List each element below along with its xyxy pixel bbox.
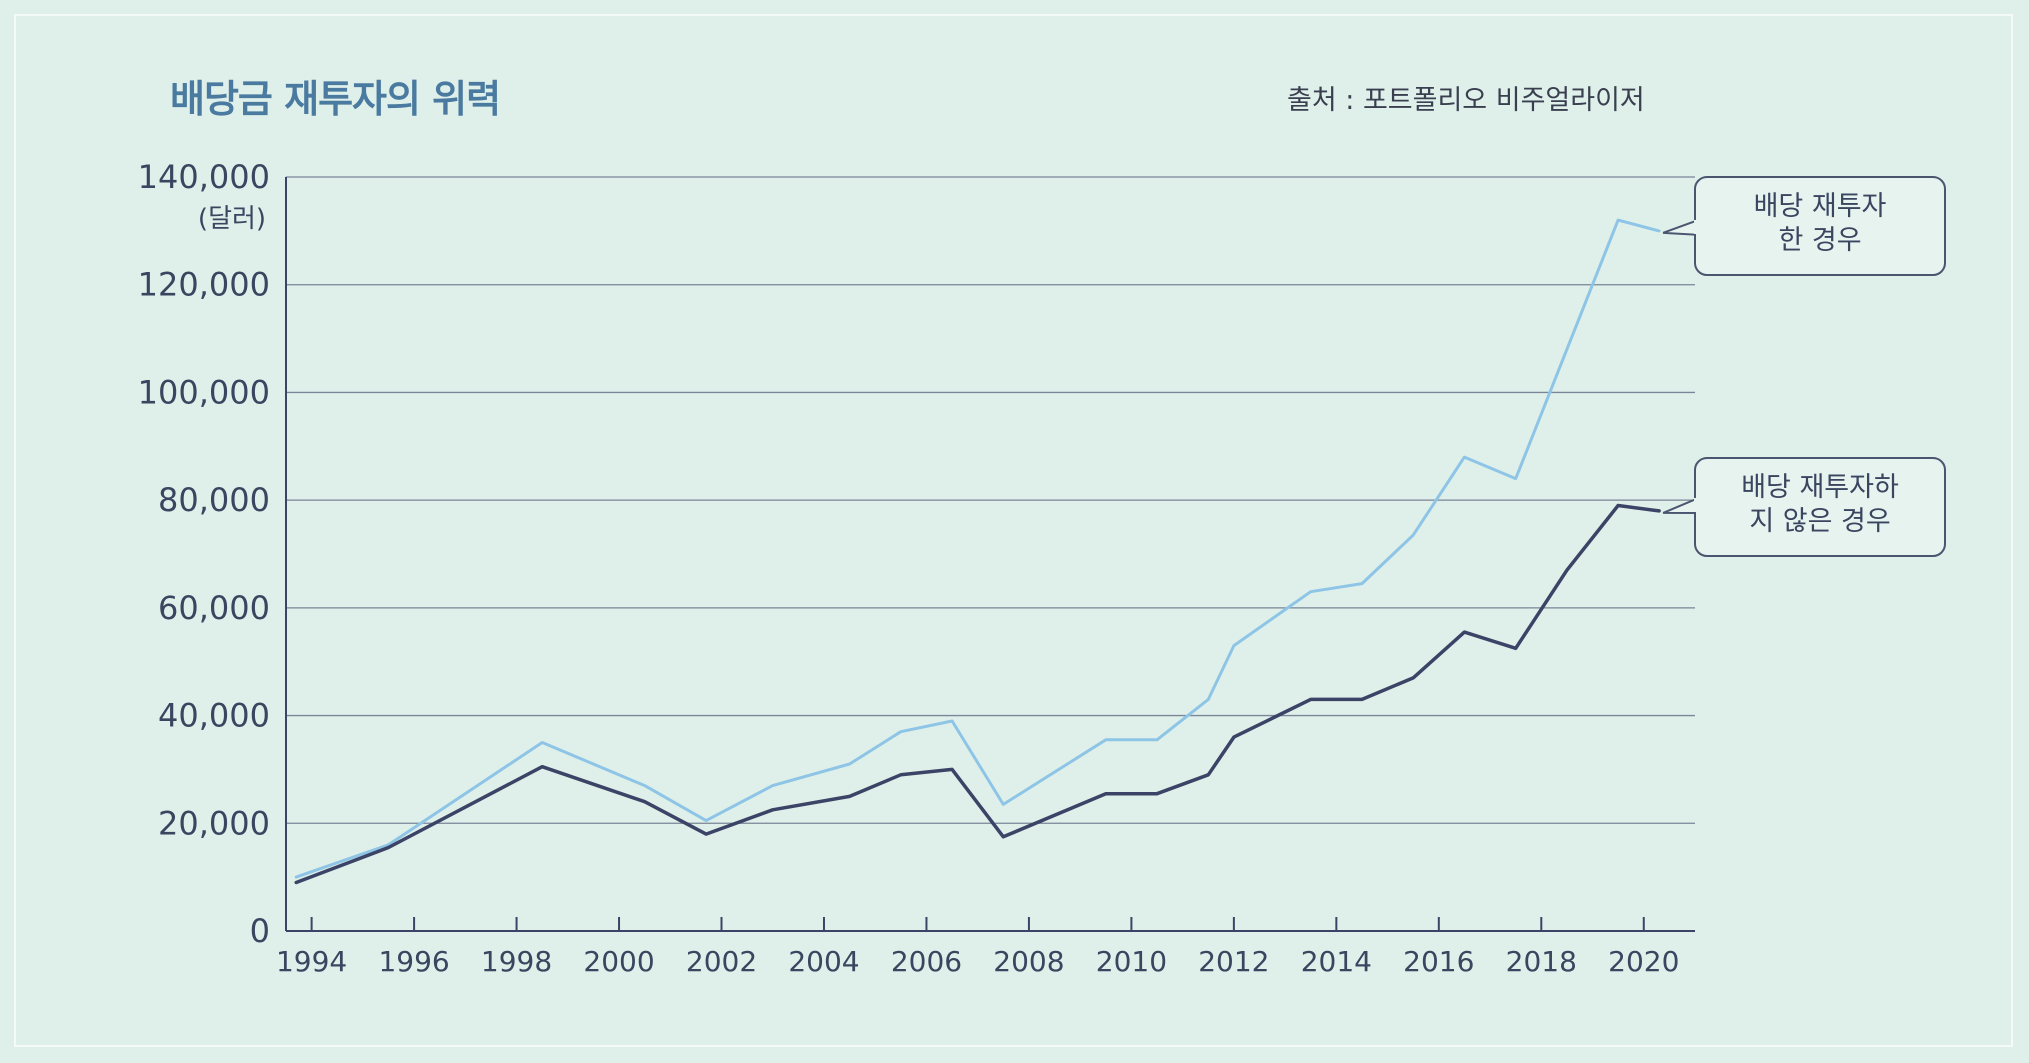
y-tick-label: 100,000 <box>138 373 270 411</box>
y-tick-label: 60,000 <box>158 589 270 627</box>
gridlines <box>286 176 1695 824</box>
x-tick-label: 2010 <box>1096 945 1167 978</box>
y-tick-label: 40,000 <box>158 697 270 735</box>
callout-joint <box>1694 498 1698 512</box>
legend-entry-line: 배당 재투자하 <box>1741 472 1899 503</box>
y-tick-label: 120,000 <box>138 266 270 304</box>
x-tick-labels: 1994 1996 1998 2000 2002 2004 2006 2008 2010 2012… <box>276 945 1679 978</box>
x-tick-label: 2000 <box>583 945 654 978</box>
legend-entry-line: 지 않은 경우 <box>1749 506 1890 537</box>
x-tick-label: 2016 <box>1403 945 1474 978</box>
x-tick-label: 2020 <box>1608 945 1679 978</box>
y-tick-label: 140,000 <box>138 158 270 196</box>
y-tick-label: 20,000 <box>158 804 270 842</box>
chart-frame <box>14 14 2013 1047</box>
legend-entry-line: 배당 재투자 <box>1754 191 1887 222</box>
callout-joint <box>1694 220 1698 234</box>
x-tick-label: 2012 <box>1198 945 1269 978</box>
series-line-reinvested <box>294 218 1661 879</box>
x-tick-label: 2002 <box>686 945 757 978</box>
y-unit-label: (달러) <box>198 204 266 234</box>
axes <box>285 177 1695 932</box>
x-tick-label: 2018 <box>1506 945 1577 978</box>
legend-entry-line: 한 경우 <box>1778 225 1861 256</box>
x-tick-label: 2014 <box>1301 945 1372 978</box>
y-tick-labels: 0 20,000 40,000 60,000 80,000 100,000 120,000 1… <box>138 158 270 950</box>
chart-title: 배당금 재투자의 위력 <box>170 77 501 121</box>
series-lines <box>294 218 1661 885</box>
y-tick-label: 0 <box>250 912 270 950</box>
x-tick-label: 2008 <box>993 945 1064 978</box>
y-tick-label: 80,000 <box>158 481 270 519</box>
x-tick-label: 1994 <box>276 945 347 978</box>
x-tick-label: 2006 <box>891 945 962 978</box>
x-tick-label: 1998 <box>481 945 552 978</box>
chart-source: 출처 : 포트폴리오 비주얼라이저 <box>1287 85 1645 116</box>
series-line-not-reinvested <box>294 503 1661 885</box>
x-tick-label: 1996 <box>378 945 449 978</box>
x-tick-label: 2004 <box>788 945 859 978</box>
